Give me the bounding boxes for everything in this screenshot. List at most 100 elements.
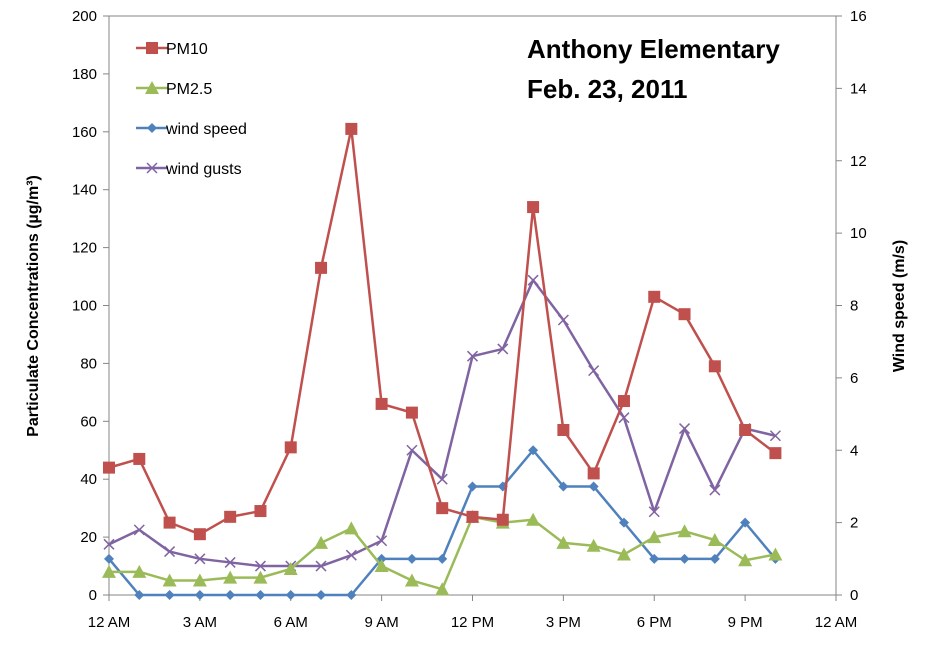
data-point — [225, 590, 236, 600]
legend-label: PM2.5 — [166, 81, 212, 98]
y2-tick-label: 4 — [850, 442, 858, 459]
data-point — [315, 560, 327, 572]
data-point — [436, 473, 448, 485]
data-point — [164, 546, 176, 558]
data-point — [586, 538, 601, 552]
y-tick-label: 0 — [89, 587, 97, 604]
data-point — [527, 274, 539, 286]
data-point — [679, 423, 691, 435]
data-point — [588, 481, 599, 492]
data-point — [374, 559, 389, 573]
data-point — [467, 481, 478, 492]
x-tick-label: 9 PM — [728, 614, 763, 631]
data-point — [739, 423, 752, 436]
y2-tick-label: 12 — [850, 153, 867, 170]
data-point — [104, 553, 114, 564]
legend: PM10 PM2.5 wind speed wind gusts — [136, 41, 247, 178]
data-point — [193, 528, 206, 541]
series-line — [108, 127, 777, 536]
data-point — [283, 561, 298, 575]
data-point — [133, 524, 145, 536]
data-point — [224, 556, 236, 568]
data-point — [527, 201, 540, 214]
data-point — [677, 524, 692, 538]
data-point — [436, 502, 449, 515]
data-point — [103, 538, 115, 550]
data-point — [556, 535, 571, 549]
data-point — [376, 535, 388, 547]
series-line — [108, 449, 777, 597]
data-point — [192, 573, 207, 587]
data-point — [649, 553, 660, 564]
data-point — [134, 590, 145, 600]
data-point — [648, 290, 661, 303]
data-point — [375, 397, 388, 410]
data-point — [647, 530, 662, 544]
y2-tick-label: 14 — [850, 80, 867, 97]
data-point — [709, 484, 721, 496]
data-point — [435, 582, 450, 596]
x-tick-label: 12 AM — [88, 614, 131, 631]
legend-label: wind gusts — [165, 161, 242, 178]
data-point — [769, 430, 781, 442]
y2-tick-label: 2 — [850, 515, 858, 532]
x-tick-label: 6 PM — [637, 614, 672, 631]
data-point — [223, 570, 238, 584]
data-point — [224, 510, 237, 523]
plot-border — [108, 15, 837, 596]
data-point — [162, 573, 177, 587]
y-tick-label: 40 — [80, 471, 97, 488]
data-point — [708, 360, 721, 373]
legend-label: wind speed — [165, 121, 247, 138]
y-tick-label: 80 — [80, 355, 97, 372]
x-tick-label: 9 AM — [365, 614, 399, 631]
y-tick-label: 140 — [72, 182, 97, 199]
x-tick-label: 6 AM — [274, 614, 308, 631]
legend-marker — [145, 81, 159, 94]
legend-label: PM10 — [166, 41, 208, 58]
data-point — [466, 350, 479, 362]
data-point — [528, 445, 539, 456]
legend-item: PM10 — [136, 41, 208, 58]
data-point — [678, 308, 691, 321]
legend-marker — [147, 123, 157, 133]
x-tick-label: 3 PM — [546, 614, 581, 631]
data-point — [102, 564, 116, 578]
y-axis-title-right: Wind speed (m/s) — [891, 240, 908, 372]
x-tick-label: 12 PM — [451, 614, 494, 631]
right-axis-ticks: 0 2 4 6 8 10 12 14 16 — [836, 8, 867, 604]
data-point — [345, 549, 357, 561]
data-point — [314, 535, 329, 549]
y-tick-label: 120 — [72, 240, 97, 257]
data-point — [194, 590, 205, 600]
data-point — [648, 506, 660, 518]
data-point — [254, 560, 266, 572]
y2-tick-label: 10 — [850, 225, 867, 242]
series-pm10 — [103, 122, 782, 541]
data-point — [194, 553, 206, 565]
data-point — [254, 505, 267, 518]
data-point — [526, 512, 541, 526]
data-point — [709, 553, 720, 564]
legend-marker — [146, 162, 158, 174]
legend-item: PM2.5 — [136, 81, 212, 98]
data-point — [496, 513, 509, 526]
series-pm2-5 — [102, 509, 783, 596]
series-wind-speed — [104, 445, 781, 600]
legend-item: wind gusts — [136, 161, 242, 178]
data-point — [497, 343, 509, 355]
data-point — [617, 395, 630, 408]
y-axis-title-left: Particulate Concentrations (µg/m³) — [25, 175, 42, 437]
series-layer — [102, 122, 783, 600]
data-point — [616, 547, 631, 561]
y2-tick-label: 0 — [850, 587, 858, 604]
series-wind-gusts — [103, 274, 781, 572]
y2-tick-label: 6 — [850, 370, 858, 387]
left-axis-ticks: 0 20 40 60 80 100 120 140 160 180 200 — [72, 8, 109, 604]
data-point — [255, 590, 266, 600]
y-tick-label: 20 — [80, 529, 97, 546]
data-point — [738, 553, 753, 567]
data-point — [679, 553, 690, 564]
data-point — [768, 547, 783, 561]
